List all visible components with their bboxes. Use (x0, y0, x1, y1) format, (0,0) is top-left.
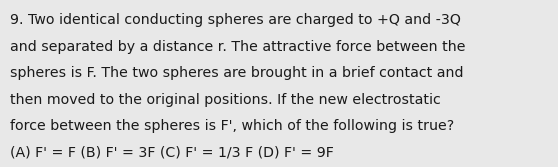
Text: then moved to the original positions. If the new electrostatic: then moved to the original positions. If… (10, 93, 441, 107)
Text: 9. Two identical conducting spheres are charged to +Q and -3Q: 9. Two identical conducting spheres are … (10, 13, 461, 27)
Text: force between the spheres is F', which of the following is true?: force between the spheres is F', which o… (10, 119, 454, 133)
Text: (A) F' = F (B) F' = 3F (C) F' = 1/3 F (D) F' = 9F: (A) F' = F (B) F' = 3F (C) F' = 1/3 F (D… (10, 145, 334, 159)
Text: and separated by a distance r. The attractive force between the: and separated by a distance r. The attra… (10, 40, 465, 54)
Text: spheres is F. The two spheres are brought in a brief contact and: spheres is F. The two spheres are brough… (10, 66, 464, 80)
